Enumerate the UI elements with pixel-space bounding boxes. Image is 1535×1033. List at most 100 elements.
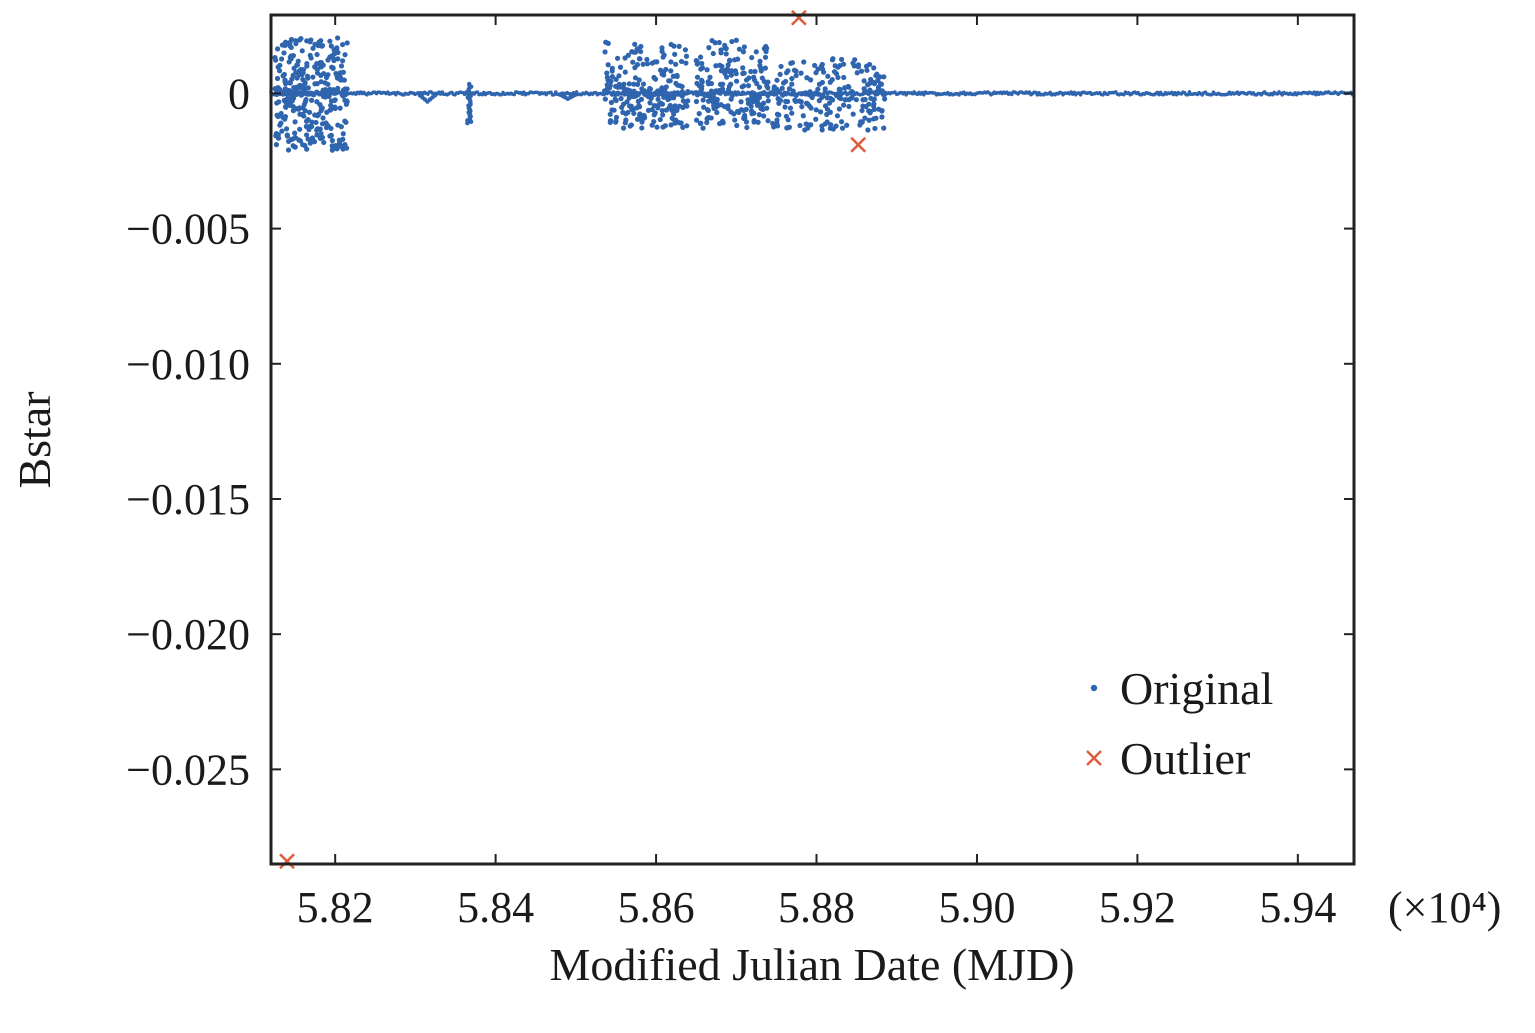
original-point [605,62,611,68]
original-point [324,109,330,115]
original-point [309,119,315,125]
original-point [842,85,848,91]
outlier-stroke [1086,750,1102,766]
original-point [846,84,852,90]
original-point [633,105,640,111]
original-point [323,91,330,97]
original-point [749,54,755,61]
original-point [644,61,651,67]
outlier-stroke [279,853,295,870]
original-point [432,93,438,98]
original-point [830,56,836,62]
legend-outlier-cross [1086,750,1102,766]
original-point [307,140,313,146]
original-point [801,90,807,97]
original-point [839,125,846,131]
original-point [779,85,785,91]
original-point [844,122,850,128]
original-point [325,72,331,78]
x-tick-label: 5.94 [1259,883,1336,932]
original-point [838,95,844,102]
original-point [783,78,789,85]
original-point [335,35,341,41]
plot-area [269,9,1355,870]
original-point [707,74,713,80]
original-point [854,70,860,76]
original-point [344,145,350,151]
original-point [660,124,666,130]
original-point [330,65,336,71]
original-point [282,78,288,85]
original-point [290,108,297,114]
original-point [793,72,799,79]
original-point [816,81,823,87]
original-point [332,105,338,112]
original-point [875,84,882,90]
original-point [667,78,673,84]
x-tick-label: 5.92 [1099,883,1176,932]
original-point [732,68,738,74]
original-point [782,104,788,110]
original-point [761,78,767,85]
original-point [761,46,768,52]
original-point [720,88,726,95]
original-point [618,95,624,102]
original-point [338,143,344,149]
original-point [654,124,660,130]
original-point [622,69,628,75]
original-point [279,56,285,62]
original-point [329,147,335,153]
original-point [632,65,638,71]
original-point [711,95,717,101]
y-tick-label: −0.020 [126,610,250,659]
original-point [318,130,324,137]
original-point [743,119,750,125]
original-point [659,108,665,114]
original-point [698,77,705,83]
original-point [736,46,743,52]
original-point [617,64,624,70]
original-point [663,84,669,90]
original-point [803,121,809,127]
original-point [680,98,686,104]
original-point [620,109,626,115]
original-point [635,81,641,87]
original-point [292,130,298,136]
original-point [723,74,730,80]
original-point [819,127,825,133]
x-tick-label: 5.84 [457,883,534,932]
legend-outlier-label: Outlier [1120,733,1250,784]
original-point [716,39,722,46]
original-point [740,49,747,55]
original-point [837,62,843,69]
original-point [777,71,783,78]
original-point [313,119,319,126]
original-point [611,107,617,113]
y-axis-title: Bstar [9,391,60,488]
original-point [853,97,859,103]
original-point [858,68,865,74]
original-point [613,118,619,124]
original-point [665,96,671,103]
outlier-stroke [850,136,867,153]
original-point [310,74,316,80]
y-tick-label: −0.025 [126,745,250,794]
original-point [745,97,751,103]
original-point [616,81,622,87]
original-point [697,54,704,60]
original-point [284,101,291,107]
original-point [625,109,631,116]
original-point [302,108,308,114]
original-point [342,97,348,104]
original-point [310,45,316,51]
original-point [861,78,867,84]
original-point [475,90,480,94]
original-point [738,99,744,105]
original-point [616,73,622,79]
original-point [881,74,887,80]
original-point [694,92,701,98]
original-point [799,104,805,110]
original-point [683,53,690,59]
original-point [277,62,283,68]
original-point [305,75,311,81]
